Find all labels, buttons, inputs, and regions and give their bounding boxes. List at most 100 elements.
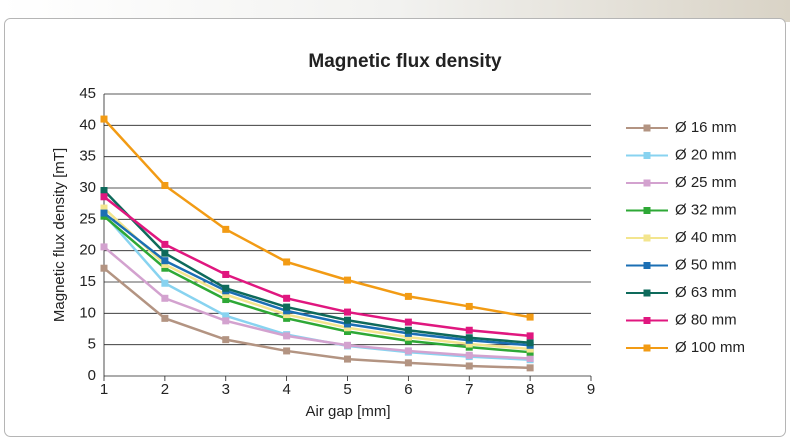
marker: [344, 316, 351, 324]
legend-marker: [643, 317, 651, 324]
y-tick-label: 0: [88, 367, 96, 384]
series-line: [103, 245, 531, 360]
series-line: [103, 212, 531, 347]
marker: [283, 258, 291, 266]
marker: [404, 347, 412, 355]
legend-label: Ø 16 mm: [675, 119, 737, 136]
marker: [222, 317, 230, 325]
legend-label: Ø 40 mm: [675, 229, 737, 246]
y-tick-label: 25: [79, 210, 96, 227]
marker: [344, 276, 351, 284]
marker: [465, 340, 473, 348]
marker: [344, 320, 351, 328]
chart-title: Magnetic flux density: [308, 51, 502, 72]
marker: [283, 294, 291, 302]
marker: [465, 334, 473, 342]
marker: [161, 294, 169, 302]
marker: [100, 204, 108, 212]
marker: [100, 209, 108, 217]
series-line: [103, 189, 531, 345]
legend-label: Ø 32 mm: [675, 201, 737, 218]
marker: [404, 292, 412, 300]
legend-marker: [643, 289, 651, 297]
series-line: [103, 215, 531, 354]
header-image: [0, 0, 790, 22]
marker: [344, 308, 351, 316]
marker: [222, 296, 230, 304]
marker: [100, 115, 108, 123]
y-tick-label: 5: [88, 336, 96, 353]
legend-label: Ø 20 mm: [675, 146, 737, 163]
y-tick-label: 45: [79, 85, 96, 102]
marker: [404, 337, 412, 345]
x-tick-label: 4: [282, 381, 290, 398]
x-tick-label: 2: [161, 381, 169, 398]
marker: [344, 324, 351, 332]
marker: [222, 270, 230, 278]
x-tick-label: 7: [465, 381, 473, 398]
y-tick-label: 10: [79, 304, 96, 321]
marker: [283, 347, 291, 355]
marker: [161, 240, 169, 248]
marker: [283, 314, 291, 322]
marker: [161, 249, 169, 257]
marker: [344, 355, 351, 363]
y-tick-label: 15: [79, 273, 96, 290]
series-line: [103, 118, 531, 319]
marker: [161, 181, 169, 189]
marker: [161, 260, 169, 268]
marker: [404, 333, 412, 341]
marker: [222, 225, 230, 233]
marker: [404, 326, 412, 334]
marker: [465, 351, 473, 359]
marker: [526, 339, 534, 347]
legend-marker: [643, 262, 651, 269]
marker: [404, 318, 412, 326]
x-tick-label: 5: [343, 381, 351, 398]
y-tick-label: 20: [79, 242, 96, 259]
marker: [465, 302, 473, 310]
marker: [283, 307, 291, 315]
legend-marker: [643, 152, 651, 159]
legend-marker: [643, 344, 651, 352]
legend-label: Ø 50 mm: [675, 256, 737, 273]
x-tick-label: 1: [100, 381, 108, 398]
marker: [526, 364, 534, 372]
marker: [526, 345, 534, 353]
marker: [526, 354, 534, 362]
y-tick-label: 30: [79, 179, 96, 196]
y-tick-label: 40: [79, 116, 96, 133]
legend-marker: [643, 207, 651, 214]
legend-marker: [643, 234, 651, 242]
legend-label: Ø 100 mm: [675, 339, 745, 356]
marker: [100, 264, 108, 272]
series-line: [103, 195, 531, 338]
marker: [161, 314, 169, 322]
marker: [283, 332, 291, 340]
marker: [344, 328, 351, 336]
marker: [100, 193, 108, 201]
marker: [161, 257, 169, 265]
x-axis-title: Air gap [mm]: [305, 403, 390, 420]
marker: [161, 264, 169, 272]
marker: [100, 243, 108, 251]
marker: [161, 279, 169, 287]
marker: [222, 291, 230, 299]
legend-marker: [643, 124, 651, 132]
x-tick-label: 9: [587, 381, 595, 398]
marker: [283, 303, 291, 311]
y-axis-title: Magnetic flux density [mT]: [51, 148, 68, 322]
marker: [404, 359, 412, 367]
frame: [4, 18, 786, 437]
x-tick-label: 6: [404, 381, 412, 398]
x-tick-label: 8: [526, 381, 534, 398]
series-line: [103, 267, 531, 370]
legend-label: Ø 25 mm: [675, 174, 737, 191]
marker: [283, 311, 291, 319]
marker: [526, 313, 534, 321]
marker: [100, 187, 108, 195]
legend-marker: [643, 179, 651, 187]
marker: [222, 284, 230, 292]
marker: [344, 341, 351, 349]
